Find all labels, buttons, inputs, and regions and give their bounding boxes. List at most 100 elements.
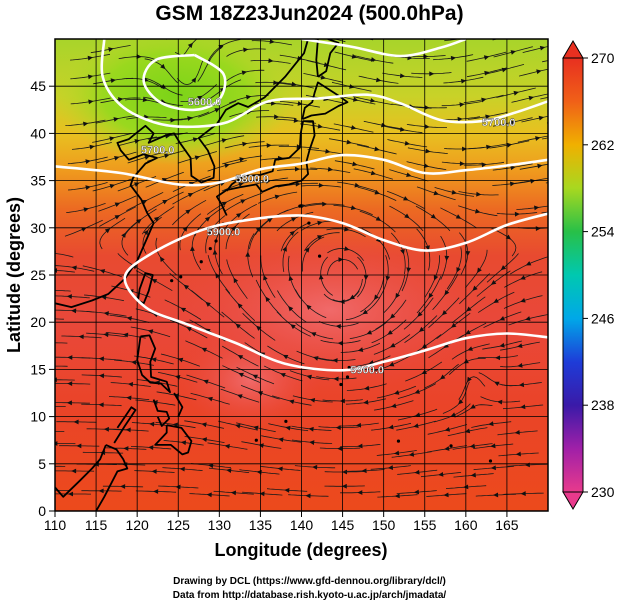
streamline-arrow bbox=[224, 163, 230, 168]
streamline-arrow bbox=[460, 78, 467, 84]
streamline-arrow bbox=[201, 422, 207, 428]
streamline-arrow bbox=[177, 357, 184, 363]
streamline-arrow bbox=[517, 343, 523, 349]
y-tick-label: 10 bbox=[30, 409, 46, 425]
streamline-arrow bbox=[277, 466, 283, 472]
streamline bbox=[55, 379, 75, 381]
streamline-arrow bbox=[443, 492, 449, 498]
streamline-arrow bbox=[350, 205, 357, 210]
streamline-arrow bbox=[201, 437, 208, 442]
streamline-arrow bbox=[462, 146, 468, 152]
island bbox=[170, 279, 174, 283]
streamline-arrow bbox=[317, 235, 323, 240]
coastline bbox=[154, 424, 193, 456]
streamline-arrow bbox=[429, 71, 435, 77]
streamline-arrow bbox=[180, 307, 187, 313]
x-tick-label: 160 bbox=[454, 517, 478, 533]
x-axis-ticks: 110 115 120 125 130 135 140 145 150 155 160 165 bbox=[44, 511, 519, 533]
streamline-arrow bbox=[108, 47, 114, 52]
streamline-arrow bbox=[252, 374, 258, 380]
streamline-arrow bbox=[149, 421, 155, 427]
streamline-arrow bbox=[438, 471, 444, 477]
x-tick-label: 165 bbox=[495, 517, 519, 533]
streamline bbox=[389, 32, 429, 34]
y-tick-label: 5 bbox=[38, 456, 46, 472]
coastline bbox=[113, 406, 137, 444]
streamline-arrow bbox=[536, 69, 542, 75]
streamline-arrow bbox=[151, 357, 157, 363]
streamline-arrow bbox=[114, 215, 121, 220]
coastline bbox=[152, 399, 171, 427]
streamline-arrow bbox=[123, 446, 129, 451]
streamline-arrow bbox=[467, 346, 473, 351]
streamline-arrow bbox=[362, 309, 368, 315]
streamline-arrow bbox=[399, 127, 406, 132]
streamline-arrow bbox=[212, 249, 218, 255]
streamline-arrow bbox=[366, 329, 373, 335]
island bbox=[449, 444, 453, 448]
streamline-arrow bbox=[208, 463, 214, 469]
streamline-arrow bbox=[418, 326, 425, 332]
streamline-arrow bbox=[125, 427, 131, 433]
y-tick-label: 25 bbox=[30, 267, 46, 283]
streamline-arrow bbox=[151, 469, 157, 474]
streamline-arrow bbox=[375, 216, 382, 221]
streamline-arrow bbox=[323, 34, 328, 39]
coastline bbox=[136, 334, 171, 393]
colorbar-tick-label: 246 bbox=[591, 310, 615, 326]
contour-label: 5600.0 bbox=[188, 96, 222, 108]
streamline-arrow bbox=[349, 294, 355, 300]
streamline-arrow bbox=[556, 156, 561, 161]
streamline bbox=[65, 25, 105, 30]
island bbox=[214, 239, 218, 243]
coastline bbox=[317, 39, 340, 78]
streamline-arrow bbox=[351, 125, 357, 130]
streamline-arrow bbox=[510, 120, 516, 125]
streamline-arrow bbox=[339, 299, 345, 305]
streamline-arrow bbox=[485, 114, 491, 120]
colorbar-min-triangle bbox=[562, 491, 584, 510]
streamline-arrow bbox=[258, 443, 264, 448]
streamline-arrow bbox=[103, 426, 109, 432]
island bbox=[347, 365, 351, 370]
streamline-arrow bbox=[389, 342, 396, 348]
streamline bbox=[547, 28, 587, 34]
streamline-arrow bbox=[207, 396, 213, 402]
streamline-arrow bbox=[305, 493, 311, 499]
streamline bbox=[171, 23, 209, 37]
streamline-arrow bbox=[293, 118, 299, 123]
streamline-arrow bbox=[44, 340, 49, 345]
streamline-arrow bbox=[101, 295, 107, 300]
island bbox=[488, 459, 493, 463]
streamline bbox=[444, 39, 460, 42]
streamline-arrow bbox=[159, 256, 165, 263]
streamline-arrow bbox=[381, 32, 386, 37]
coastline bbox=[216, 120, 316, 216]
temperature-field: 5600.0 5700.0 5700.0 5800.0 5900.0 5900.0 bbox=[44, 23, 587, 511]
streamline-arrow bbox=[183, 284, 190, 290]
streamline-arrow bbox=[395, 292, 401, 299]
y-axis-label: Latitude (degrees) bbox=[4, 197, 24, 353]
streamline-arrow bbox=[467, 376, 472, 383]
streamline-arrow bbox=[142, 97, 149, 102]
x-tick-label: 120 bbox=[125, 517, 149, 533]
streamline-arrow bbox=[153, 216, 160, 222]
island bbox=[179, 275, 183, 279]
streamline-arrow bbox=[253, 425, 259, 431]
streamline-arrow bbox=[85, 185, 91, 191]
streamline-arrow bbox=[221, 201, 228, 207]
streamline-arrow bbox=[98, 356, 104, 362]
streamline-arrow bbox=[510, 50, 517, 55]
streamline-arrow bbox=[414, 412, 421, 418]
streamline-arrow bbox=[118, 97, 124, 102]
streamline-arrow bbox=[390, 313, 396, 319]
streamline-arrow bbox=[426, 33, 431, 38]
streamline-arrow bbox=[290, 324, 296, 330]
streamline-arrow bbox=[375, 77, 382, 83]
x-tick-label: 110 bbox=[44, 517, 67, 533]
streamline-arrow bbox=[393, 390, 400, 395]
contour-line bbox=[301, 39, 467, 58]
streamline-arrow bbox=[187, 42, 193, 49]
streamline-arrow bbox=[288, 306, 294, 312]
